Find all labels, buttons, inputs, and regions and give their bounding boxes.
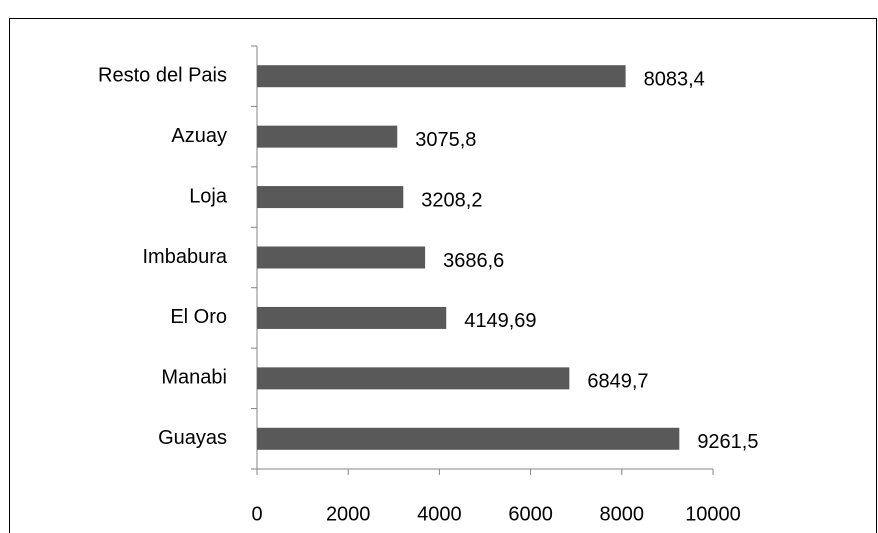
x-tick-label: 8000 <box>600 503 645 525</box>
y-tick-label: Manabi <box>161 367 227 389</box>
bar <box>257 125 398 148</box>
bar <box>257 65 626 88</box>
value-label: 3075,8 <box>415 129 476 151</box>
y-tick-label: Guayas <box>158 427 227 449</box>
value-label: 8083,4 <box>644 68 705 90</box>
y-tick-label: Loja <box>189 185 228 207</box>
y-tick-label: El Oro <box>170 306 227 328</box>
value-label: 4149,69 <box>464 310 536 332</box>
x-tick-label: 2000 <box>326 503 371 525</box>
value-label: 9261,5 <box>697 431 758 453</box>
bar <box>257 306 447 329</box>
bar <box>257 186 404 209</box>
chart-frame <box>9 18 877 533</box>
y-tick-label: Azuay <box>171 125 227 147</box>
value-label: 3208,2 <box>421 189 482 211</box>
y-tick-label: Resto del Pais <box>98 64 227 86</box>
x-tick-label: 10000 <box>685 503 741 525</box>
value-label: 3686,6 <box>443 250 504 272</box>
x-tick-label: 6000 <box>508 503 553 525</box>
bar <box>257 427 680 450</box>
value-label: 6849,7 <box>587 371 648 393</box>
y-tick-label: Imbabura <box>143 246 228 268</box>
bar <box>257 367 570 390</box>
x-tick-label: 0 <box>251 503 262 525</box>
x-tick-label: 4000 <box>417 503 462 525</box>
bar <box>257 246 426 269</box>
